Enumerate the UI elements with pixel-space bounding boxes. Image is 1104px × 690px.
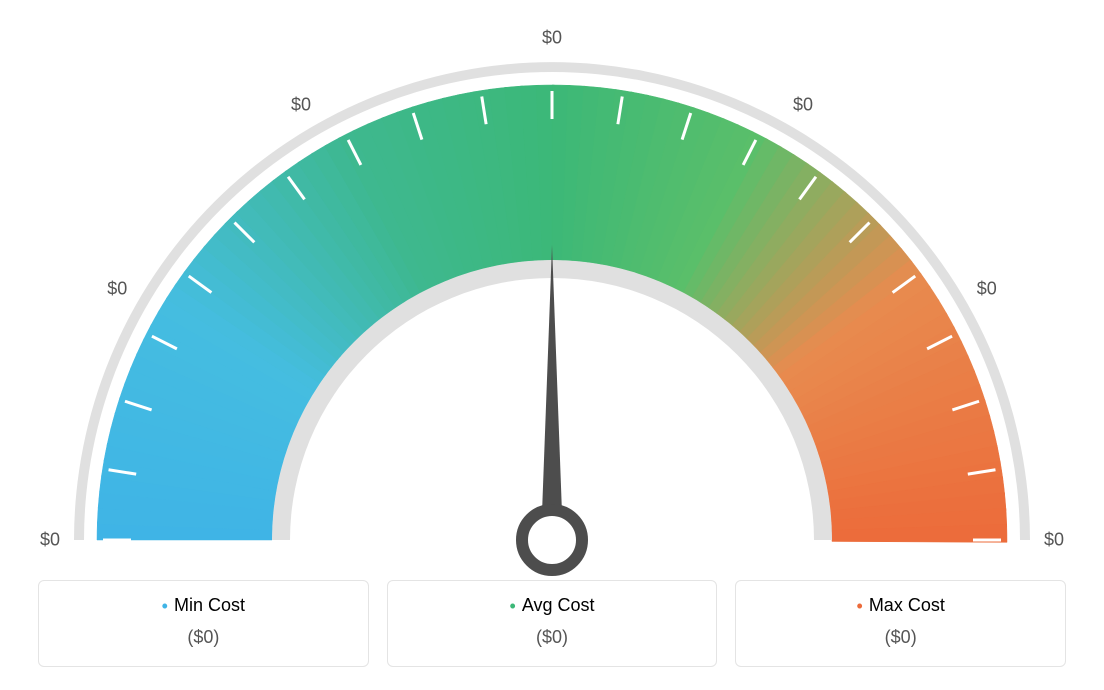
legend-value-min: ($0) — [39, 627, 368, 648]
legend-label-min: • Min Cost — [39, 595, 368, 617]
gauge-tick-label: $0 — [291, 95, 311, 116]
legend-label-max: • Max Cost — [736, 595, 1065, 617]
cost-gauge-chart: $0 $0 $0 $0 $0 $0 $0 • Min Cost ($0) • Avg Cost … — [0, 0, 1104, 690]
legend-value-avg: ($0) — [388, 627, 717, 648]
gauge-tick-label: $0 — [542, 28, 562, 49]
gauge-tick-label: $0 — [977, 279, 997, 300]
legend-label-avg: • Avg Cost — [388, 595, 717, 617]
gauge-tick-label: $0 — [40, 530, 60, 551]
legend-value-max: ($0) — [736, 627, 1065, 648]
gauge-svg — [0, 0, 1104, 580]
legend-card-max: • Max Cost ($0) — [735, 580, 1066, 667]
bullet-icon: • — [162, 596, 168, 616]
gauge-tick-label: $0 — [1044, 530, 1064, 551]
gauge-tick-label: $0 — [793, 95, 813, 116]
legend-card-min: • Min Cost ($0) — [38, 580, 369, 667]
legend-label-min-text: Min Cost — [174, 595, 245, 615]
legend-label-max-text: Max Cost — [869, 595, 945, 615]
legend-row: • Min Cost ($0) • Avg Cost ($0) • Max Cost … — [38, 580, 1066, 667]
bullet-icon: • — [510, 596, 516, 616]
legend-label-avg-text: Avg Cost — [522, 595, 595, 615]
gauge-tick-label: $0 — [107, 279, 127, 300]
gauge: $0 $0 $0 $0 $0 $0 $0 — [0, 0, 1104, 560]
bullet-icon: • — [857, 596, 863, 616]
legend-card-avg: • Avg Cost ($0) — [387, 580, 718, 667]
